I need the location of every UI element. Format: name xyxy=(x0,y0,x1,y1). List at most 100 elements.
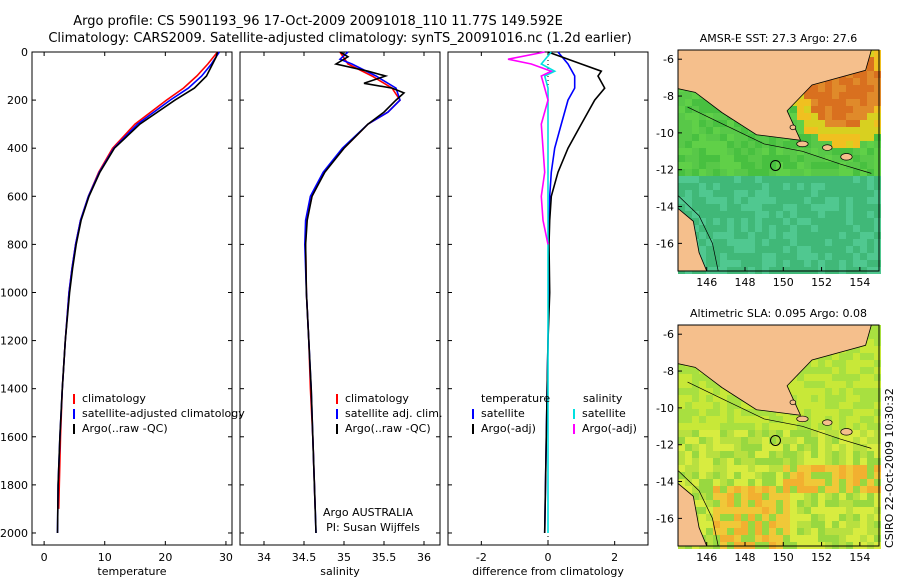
sst-map-cell xyxy=(741,141,748,148)
sst-map-cell xyxy=(839,113,846,120)
sla-map-cell xyxy=(713,507,720,514)
temperature-series-2 xyxy=(56,51,219,534)
sla-map-cell xyxy=(706,507,713,514)
sla-map-cell xyxy=(860,353,867,360)
sla-map-cell xyxy=(839,514,846,521)
sla-map-cell xyxy=(727,493,734,500)
sla-map-cell xyxy=(783,514,790,521)
sla-map-cell xyxy=(804,493,811,500)
sst-map-cell xyxy=(811,190,818,197)
sla-map-cell xyxy=(811,409,818,416)
difference-legend-title-temperature: temperature xyxy=(481,392,550,405)
sla-map-cell xyxy=(790,416,797,423)
sst-map-cell xyxy=(832,141,839,148)
temperature-ytick-label: 1000 xyxy=(0,286,28,299)
sla-map-cell xyxy=(755,493,762,500)
sst-map-cell xyxy=(860,78,867,85)
sla-map-cell xyxy=(692,472,699,479)
temperature-axes-frame xyxy=(31,51,233,546)
sst-map-cell xyxy=(804,148,811,155)
sst-map-cell xyxy=(860,260,867,267)
sla-map-cell xyxy=(699,486,706,493)
salinity-xtick-label: 34 xyxy=(257,551,271,564)
sla-map-cell xyxy=(853,402,860,409)
sla-map-cell xyxy=(720,395,727,402)
sst-map-cell xyxy=(783,239,790,246)
sst-map-cell xyxy=(783,260,790,267)
sla-map-cell xyxy=(846,486,853,493)
sst-map-argo-marker xyxy=(769,159,781,171)
sla-map-cell xyxy=(720,409,727,416)
sla-map-cell xyxy=(867,332,874,339)
sla-map-cell xyxy=(818,395,825,402)
sst-map-cell xyxy=(699,239,706,246)
sla-map-cell xyxy=(867,374,874,381)
sst-map-cell xyxy=(699,113,706,120)
sst-map-cell xyxy=(811,148,818,155)
sla-map-cell xyxy=(706,381,713,388)
sst-map-cell xyxy=(790,204,797,211)
sst-map-cell xyxy=(741,134,748,141)
sla-map-cell xyxy=(874,339,881,346)
sst-map-cell xyxy=(853,246,860,253)
sst-map-cell xyxy=(713,204,720,211)
sst-map-cell xyxy=(776,225,783,232)
sst-map-cell xyxy=(790,211,797,218)
difference-legend-title-salinity: salinity xyxy=(583,392,623,405)
sst-map-cell xyxy=(755,141,762,148)
sst-map-cell xyxy=(720,232,727,239)
sla-map-cell xyxy=(755,430,762,437)
sst-map-cell xyxy=(839,92,846,99)
sla-map-cell xyxy=(846,353,853,360)
sst-map-cell xyxy=(874,120,881,127)
sla-map-cell xyxy=(818,374,825,381)
sst-map-cell xyxy=(685,197,692,204)
sla-map-cell xyxy=(853,465,860,472)
sst-map-cell xyxy=(846,148,853,155)
sla-map-cell xyxy=(776,458,783,465)
sla-map-cell xyxy=(776,465,783,472)
sla-map-cell xyxy=(790,458,797,465)
sla-map-cell xyxy=(867,339,874,346)
sla-map-cell xyxy=(867,367,874,374)
sla-map-cell xyxy=(762,451,769,458)
sst-map-cell xyxy=(706,225,713,232)
sst-map-cell xyxy=(713,211,720,218)
sla-map-cell xyxy=(839,409,846,416)
sst-map-cell xyxy=(804,176,811,183)
sst-map-cell xyxy=(727,246,734,253)
sla-map-cell xyxy=(839,528,846,535)
sla-map-cell xyxy=(832,381,839,388)
sst-map-cell xyxy=(734,120,741,127)
sst-map-cell xyxy=(874,162,881,169)
sst-map-cell xyxy=(818,239,825,246)
sla-map-cell xyxy=(867,528,874,535)
sst-map-cell xyxy=(797,120,804,127)
sst-map-cell xyxy=(853,239,860,246)
sst-map-cell xyxy=(748,162,755,169)
sla-map-cell xyxy=(762,465,769,472)
sla-map-cell xyxy=(853,360,860,367)
temperature-series-1 xyxy=(56,51,220,534)
sla-map-cell xyxy=(853,535,860,542)
sst-map-cell xyxy=(720,253,727,260)
sla-map-cell xyxy=(853,374,860,381)
sst-map-cell xyxy=(748,239,755,246)
sla-map-cell xyxy=(846,423,853,430)
sst-map-cell xyxy=(776,253,783,260)
sla-map-cell xyxy=(748,521,755,528)
sst-map-cell xyxy=(755,218,762,225)
sla-map-cell xyxy=(867,346,874,353)
sst-map-cell xyxy=(720,141,727,148)
sla-map-cell xyxy=(783,458,790,465)
sla-map-cell xyxy=(769,444,776,451)
sla-map-cell xyxy=(706,444,713,451)
sst-map-cell xyxy=(832,239,839,246)
sst-map-cell xyxy=(734,155,741,162)
sla-map-cell xyxy=(685,479,692,486)
sst-map-cell xyxy=(790,169,797,176)
difference-legend-label: Argo(-adj) xyxy=(481,422,536,435)
sla-map-cell xyxy=(685,437,692,444)
sla-map-cell xyxy=(874,500,881,507)
sst-map-cell xyxy=(741,148,748,155)
